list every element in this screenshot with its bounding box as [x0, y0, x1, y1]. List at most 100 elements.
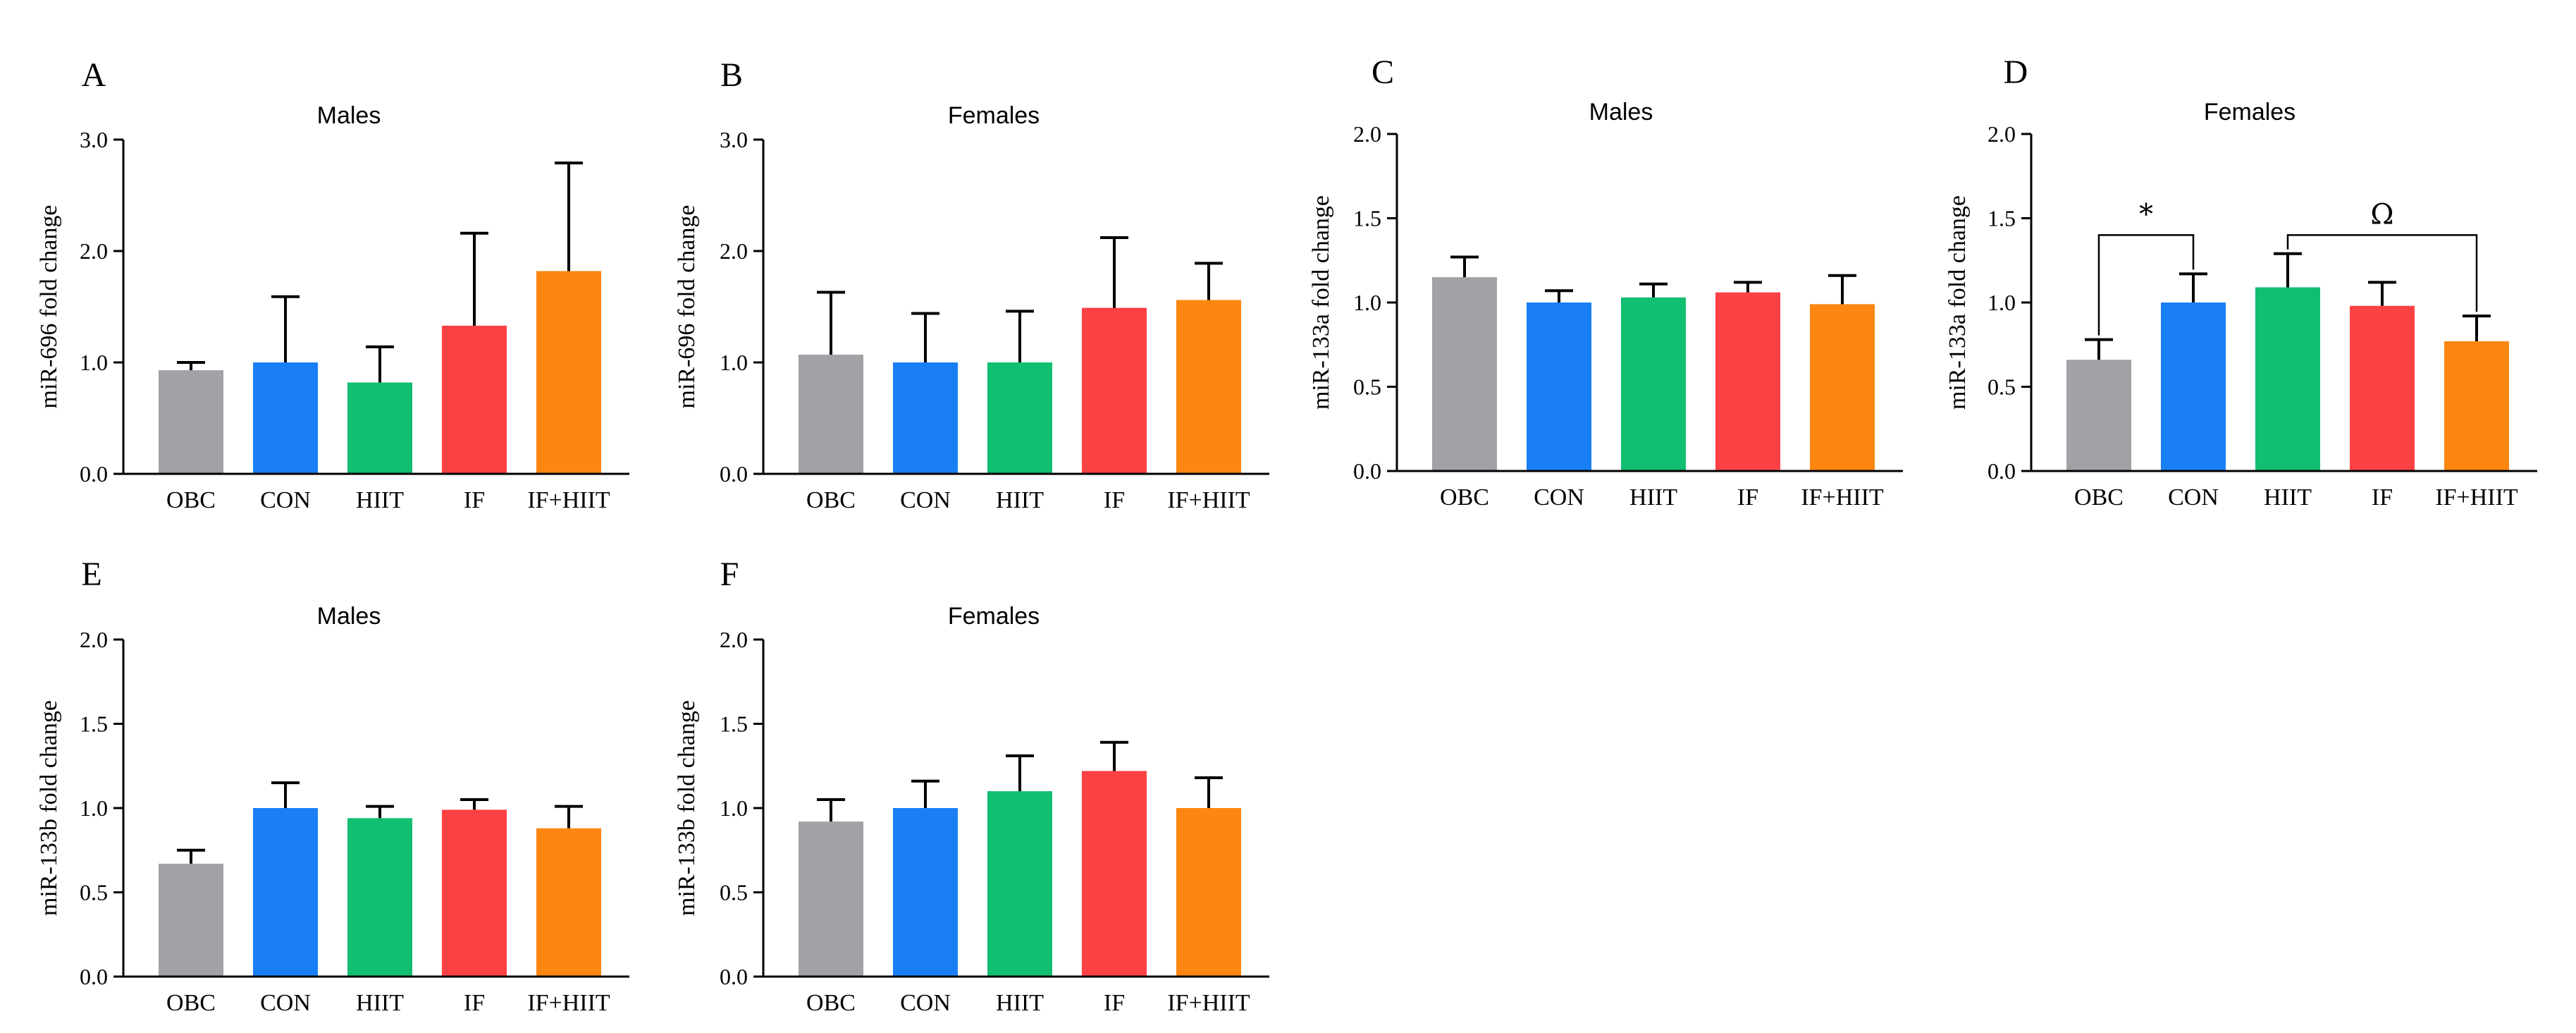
panel-letter: A — [82, 56, 106, 94]
y-tick-label: 0.0 — [720, 964, 748, 989]
chart-panel-f: F Females miR-133b fold change OBC CON HIIT IF… — [674, 556, 1269, 1016]
y-tick-label: 2.0 — [1353, 121, 1381, 147]
bar-hiit — [1621, 297, 1686, 471]
x-tick-label: OBC — [806, 990, 856, 1016]
chart-panel-c: C Males miR-133a fold change OBC CON HIIT IF IF… — [1308, 54, 1903, 511]
panel-letter: E — [81, 556, 101, 593]
y-tick-label: 3.0 — [720, 127, 748, 152]
y-tick-label: 0.5 — [720, 880, 748, 905]
panel-letter: C — [1372, 54, 1394, 91]
chart-title: Females — [948, 603, 1040, 630]
x-tick-label: CON — [260, 487, 311, 513]
y-tick-label: 0.0 — [1353, 458, 1381, 484]
y-axis-label: miR-696 fold change — [36, 205, 62, 409]
bar-if — [1082, 307, 1147, 474]
bar-obc — [799, 821, 863, 977]
x-tick-label: CON — [260, 990, 311, 1016]
x-tick-label: IF+HIIT — [1167, 990, 1250, 1016]
x-tick-label: CON — [2168, 484, 2219, 511]
x-tick-label: IF — [464, 487, 485, 513]
y-tick-label: 0.5 — [1988, 374, 2016, 400]
bar-con — [2161, 302, 2226, 471]
y-tick-label: 2.0 — [80, 238, 108, 264]
y-tick-label: 1.5 — [80, 711, 108, 737]
bar-if — [1082, 771, 1147, 977]
bar-hiit — [987, 791, 1052, 977]
x-tick-label: IF — [1104, 990, 1125, 1016]
x-tick-label: OBC — [166, 990, 216, 1016]
bar-if-hiit — [1176, 808, 1241, 977]
bar-con — [253, 808, 318, 977]
chart-title: Males — [1589, 99, 1653, 126]
bar-con — [253, 362, 318, 474]
significance-label: Ω — [2370, 198, 2393, 231]
bar-hiit — [347, 382, 412, 474]
x-tick-label: IF+HIIT — [527, 990, 610, 1016]
x-tick-label: IF — [464, 990, 485, 1016]
y-tick-label: 1.0 — [720, 350, 748, 375]
y-tick-label: 1.0 — [1353, 290, 1381, 315]
y-tick-label: 2.0 — [720, 627, 748, 652]
y-tick-label: 1.0 — [1988, 290, 2016, 315]
y-axis-label: miR-133b fold change — [36, 700, 62, 916]
x-tick-label: HIIT — [1629, 484, 1677, 511]
bar-obc — [1432, 277, 1497, 471]
panel-letter: D — [2004, 54, 2028, 91]
significance-label: * — [2139, 198, 2153, 231]
chart-title: Females — [2204, 99, 2295, 126]
bar-if-hiit — [1810, 304, 1875, 471]
x-tick-label: IF — [2372, 484, 2393, 511]
y-tick-label: 0.5 — [1353, 374, 1381, 400]
significance-bracket — [2097, 234, 2195, 336]
x-tick-label: CON — [900, 990, 951, 1016]
y-tick-label: 0.0 — [80, 964, 108, 989]
bar-con — [1527, 302, 1591, 471]
y-tick-label: 3.0 — [80, 127, 108, 152]
x-tick-label: HIIT — [356, 990, 404, 1016]
chart-title: Males — [317, 102, 381, 129]
x-tick-label: OBC — [166, 487, 216, 513]
x-tick-label: IF+HIIT — [2435, 484, 2518, 511]
y-tick-label: 1.0 — [80, 350, 108, 375]
chart-panel-b: B Females miR-696 fold change OBC CON HIIT IF I… — [674, 56, 1269, 513]
y-tick-label: 2.0 — [1988, 121, 2016, 147]
bar-hiit — [347, 818, 412, 977]
bar-if — [442, 325, 507, 474]
bar-if-hiit — [2444, 341, 2509, 471]
x-tick-label: CON — [900, 487, 951, 513]
bar-if-hiit — [1176, 300, 1241, 474]
y-axis-label: miR-133a fold change — [1308, 195, 1334, 410]
bar-hiit — [987, 362, 1052, 474]
bar-if — [2350, 305, 2415, 471]
y-tick-label: 0.5 — [80, 880, 108, 905]
x-tick-label: IF — [1104, 487, 1125, 513]
y-tick-label: 0.0 — [1988, 458, 2016, 484]
bar-hiit — [2255, 287, 2320, 471]
x-tick-label: OBC — [1440, 484, 1489, 511]
x-tick-label: HIIT — [2264, 484, 2312, 511]
bar-con — [893, 808, 958, 977]
x-tick-label: OBC — [806, 487, 856, 513]
x-tick-label: HIIT — [356, 487, 404, 513]
y-axis-label: miR-696 fold change — [674, 205, 700, 409]
bar-if — [442, 809, 507, 977]
x-tick-label: IF — [1737, 484, 1758, 511]
y-tick-label: 1.5 — [1353, 206, 1381, 231]
panel-letter: F — [720, 556, 739, 593]
bar-obc — [799, 354, 863, 474]
bar-obc — [159, 863, 223, 977]
x-tick-label: IF+HIIT — [1167, 487, 1250, 513]
y-tick-label: 1.0 — [80, 795, 108, 821]
y-tick-label: 1.0 — [720, 795, 748, 821]
bar-if-hiit — [536, 828, 601, 977]
bar-if-hiit — [536, 271, 601, 474]
x-tick-label: HIIT — [996, 487, 1044, 513]
y-tick-label: 1.5 — [720, 711, 748, 737]
x-tick-label: OBC — [2074, 484, 2124, 511]
chart-panel-d: D Females miR-133a fold change OBC CON HIIT IF… — [1945, 54, 2537, 511]
bar-con — [893, 362, 958, 474]
chart-title: Males — [317, 603, 381, 630]
x-tick-label: IF+HIIT — [527, 487, 610, 513]
y-tick-label: 2.0 — [720, 238, 748, 264]
